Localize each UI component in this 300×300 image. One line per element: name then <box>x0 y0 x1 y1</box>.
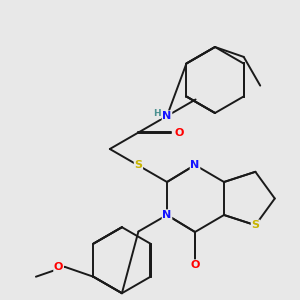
Text: N: N <box>162 210 172 220</box>
Text: N: N <box>190 160 200 170</box>
Text: H: H <box>153 110 161 118</box>
Text: O: O <box>175 128 184 137</box>
Text: O: O <box>190 260 200 270</box>
Text: S: S <box>251 220 260 230</box>
Text: N: N <box>162 111 172 121</box>
Text: S: S <box>134 160 142 170</box>
Text: O: O <box>54 262 63 272</box>
